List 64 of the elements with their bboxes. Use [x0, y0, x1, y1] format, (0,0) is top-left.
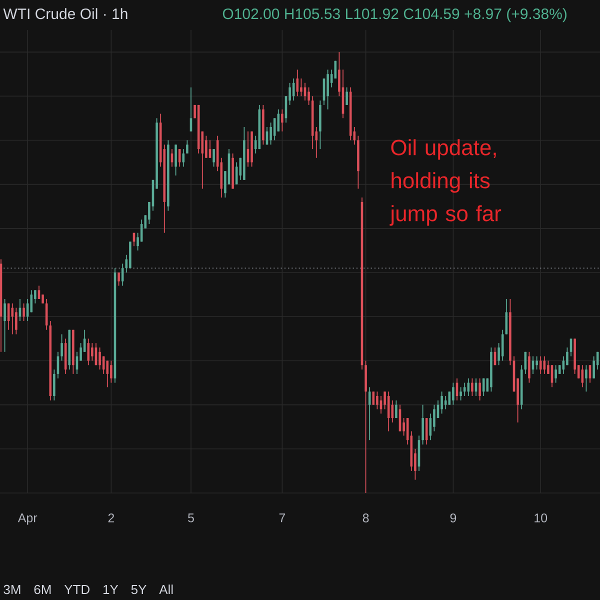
- text: 3M: [4, 584, 20, 594]
- candlestick: [30, 290, 33, 313]
- candlestick: [471, 378, 474, 396]
- candlestick: [528, 351, 530, 384]
- x-tick-label: 5: [188, 514, 194, 522]
- candlestick: [463, 382, 466, 396]
- candlestick: [4, 298, 6, 352]
- candlestick: [395, 400, 398, 418]
- chart-subtitle: O102.00 H105.53 L101.92 C104.59 +8.97 (+9.38%): [222, 8, 566, 22]
- candlestick: [186, 140, 188, 154]
- candlestick: [452, 382, 454, 406]
- candlestick: [208, 140, 212, 158]
- chart-title: WTI Crude Oil · 1h: [3, 8, 128, 20]
- candlestick: [433, 404, 436, 432]
- candlestick: [270, 122, 272, 146]
- text: YTD: [64, 585, 90, 594]
- text: All: [159, 584, 173, 594]
- x-tick-label: 2: [108, 514, 114, 522]
- candlestick: [478, 378, 481, 401]
- annotation: Oil update, holding its jump so far: [390, 139, 502, 226]
- candlestick: [22, 302, 25, 322]
- candlestick: [460, 386, 462, 401]
- candlestick: [110, 360, 112, 384]
- candlestick: [170, 148, 174, 168]
- x-tick-label: 7: [279, 514, 286, 522]
- candlestick: [376, 391, 378, 410]
- candlestick: [11, 302, 14, 335]
- candlestick: [212, 148, 215, 168]
- candlestick: [205, 135, 208, 158]
- candlestick: [592, 356, 595, 379]
- candlestick: [118, 272, 120, 286]
- candlestick: [346, 86, 348, 106]
- candlestick: [398, 404, 402, 432]
- candlestick: [444, 396, 447, 410]
- candlestick: [505, 298, 508, 335]
- text: 1Y: [104, 585, 118, 594]
- x-tick-label: 8: [362, 514, 369, 522]
- candlestick: [60, 334, 63, 362]
- candlestick: [562, 356, 565, 374]
- candlestick: [326, 69, 329, 110]
- x-tick-label: 10: [534, 514, 548, 522]
- candlestick: [281, 108, 284, 132]
- candlestick: [300, 78, 302, 97]
- candlestick: [566, 347, 568, 366]
- candlestick: [308, 86, 310, 106]
- candlestick: [536, 356, 538, 370]
- candlestick: [15, 307, 18, 335]
- text: 6M: [34, 584, 51, 594]
- x-tick-label: Apr: [18, 514, 38, 525]
- candlestick: [543, 356, 546, 374]
- candlestick: [539, 356, 542, 374]
- candlestick: [532, 356, 534, 374]
- x-tick-label: 9: [450, 514, 456, 522]
- candlestick: [182, 148, 185, 168]
- candlestick: [53, 369, 56, 401]
- text: 5Y: [131, 585, 146, 594]
- candlestick: [554, 364, 557, 384]
- candlestick: [38, 285, 40, 300]
- candlestick: [174, 144, 177, 176]
- candlestick: [422, 404, 424, 445]
- candlestick: [98, 347, 101, 370]
- candlestick: [585, 364, 588, 392]
- candlestick: [440, 391, 443, 414]
- candlestick: [91, 342, 94, 362]
